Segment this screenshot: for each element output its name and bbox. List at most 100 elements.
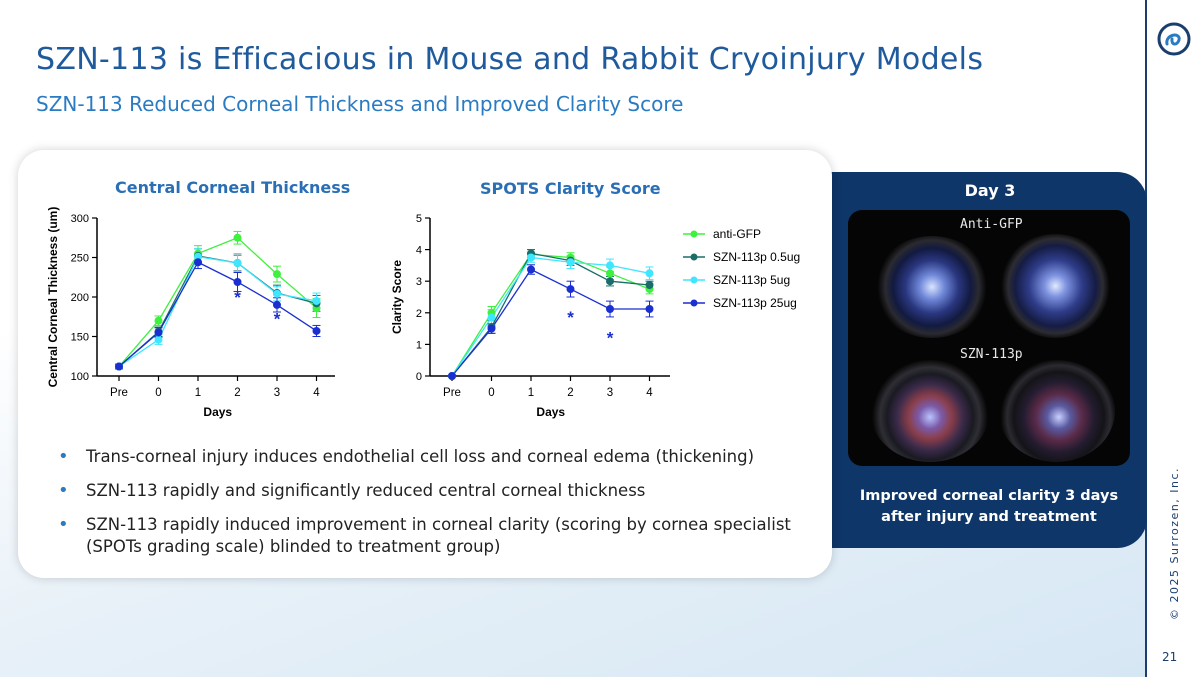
series-line [118,255,317,368]
x-tick-label: 1 [195,387,201,399]
data-point [233,233,242,242]
legend-label: anti-GFP [713,227,761,241]
bullet-text: SZN-113 rapidly and significantly reduce… [86,481,646,500]
x-axis-label: Days [536,405,565,419]
data-point [606,277,614,286]
bullet-item: • Trans-corneal injury induces endothelia… [58,446,818,468]
chart-card [18,150,832,578]
legend-marker [690,299,698,307]
series-line [118,261,317,368]
y-tick-label: 250 [71,253,89,265]
bullet-dot-icon: • [58,514,69,535]
y-axis-label: Clarity Score [390,260,404,334]
data-point [312,326,321,335]
copyright-text: © 2025 Surrozen, Inc. [1168,466,1181,620]
y-tick-label: 150 [71,332,89,344]
data-point [273,270,281,279]
significance-marker: * [274,309,281,328]
x-tick-label: Pre [443,387,461,399]
data-point [527,265,535,274]
data-point [273,300,281,309]
significance-marker: * [607,328,614,347]
y-tick-label: 2 [416,308,422,320]
thickness-chart-title: Central Corneal Thickness [115,178,351,197]
data-point [645,280,654,289]
bullet-item: • SZN-113 rapidly induced improvement in … [58,514,818,558]
bullet-dot-icon: • [58,480,69,501]
slide-subtitle: SZN-113 Reduced Corneal Thickness and Im… [36,92,684,116]
data-point [527,253,535,262]
data-point [154,335,163,344]
clarity-chart-title: SPOTS Clarity Score [480,179,661,198]
x-tick-label: 2 [567,387,573,399]
thickness-chart: 100 150 200 250 300 Pre 0 1 2 3 4 Days Central Corne… [46,207,335,419]
series-line [451,256,650,377]
clarity-chart: 0 1 2 3 4 5 Pre 0 1 2 3 4 Days Clarity Score * * anti-GF… [390,213,800,419]
surrozen-logo-icon [1157,22,1191,56]
significance-marker: * [567,308,574,327]
slide-title: SZN-113 is Efficacious in Mouse and Rabb… [36,42,984,77]
bullet-list: • Trans-corneal injury induces endothelia… [58,446,818,570]
data-point [487,324,496,333]
y-tick-label: 1 [416,339,422,351]
x-tick-label: 4 [646,387,653,399]
data-point [115,362,123,371]
data-point [606,261,614,270]
data-point [154,316,163,325]
x-tick-label: 0 [155,387,161,399]
legend-label: SZN-113p 5ug [713,273,790,287]
panel-caption: Improved corneal clarity 3 days after in… [859,488,1119,525]
y-axis-label: Central Corneal Thickness (um) [46,207,60,388]
data-point [233,259,242,268]
data-point [606,269,614,278]
data-point [645,305,654,314]
data-point [312,296,321,305]
data-point [448,372,456,380]
bullet-dot-icon: • [58,446,69,467]
x-tick-label: 3 [274,387,280,399]
eye-photo-szn-113p-2 [998,360,1115,462]
x-tick-label: 3 [607,387,613,399]
x-tick-label: 2 [234,387,240,399]
bullet-text: Trans-corneal injury induces endothelial… [86,447,755,466]
series-line [118,236,317,367]
legend-label: SZN-113p 0.5ug [713,250,800,264]
series-line [451,268,650,377]
data-point [273,289,281,298]
anti-gfp-photo-label: Anti-GFP [960,217,1023,232]
eye-photo-grid: Anti-GFP SZN-113p [848,210,1130,466]
bullet-item: • SZN-113 rapidly and significantly reduc… [58,480,818,502]
legend-marker [690,230,698,238]
y-tick-label: 0 [416,371,422,383]
legend-marker [690,276,698,284]
series-line [451,252,650,377]
data-point [566,258,575,267]
y-tick-label: 100 [71,371,89,383]
legend-label: SZN-113p 25ug [713,296,797,310]
significance-marker: * [234,288,241,307]
data-point [194,258,202,267]
data-point [566,285,575,294]
eye-photo-anti-gfp-1 [873,236,991,338]
day-label: Day 3 [964,181,1016,200]
y-tick-label: 5 [416,213,422,225]
data-point [154,328,163,337]
page-number: 21 [1162,650,1178,664]
legend-marker [690,253,698,261]
eye-photo-anti-gfp-2 [998,234,1113,338]
data-point [645,269,654,278]
y-tick-label: 3 [416,276,422,288]
y-tick-label: 4 [416,245,422,257]
x-tick-label: 1 [528,387,534,399]
data-point [233,277,242,286]
bullet-text: SZN-113 rapidly induced improvement in c… [86,515,791,556]
y-tick-label: 300 [71,213,89,225]
x-tick-label: 0 [488,387,494,399]
data-point [606,305,614,314]
x-tick-label: 4 [313,387,320,399]
series-line [451,253,650,377]
data-point [487,313,496,322]
x-tick-label: Pre [110,387,128,399]
eye-photo-szn-113p-1 [870,360,990,462]
y-tick-label: 200 [71,292,89,304]
